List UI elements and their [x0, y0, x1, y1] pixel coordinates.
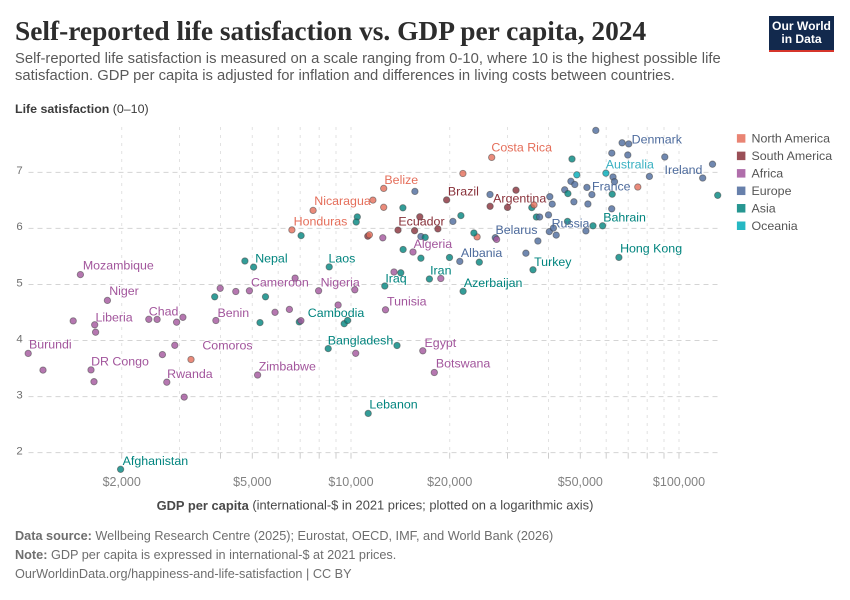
svg-text:Nepal: Nepal: [255, 252, 287, 266]
svg-text:Honduras: Honduras: [294, 215, 348, 229]
svg-text:Russia: Russia: [552, 217, 590, 231]
svg-text:Ireland: Ireland: [665, 163, 703, 177]
svg-text:Zimbabwe: Zimbabwe: [259, 360, 316, 374]
svg-text:$5,000: $5,000: [233, 475, 271, 489]
svg-text:North America: North America: [752, 131, 831, 145]
svg-text:Cameroon: Cameroon: [251, 276, 309, 290]
svg-text:Argentina: Argentina: [493, 191, 546, 205]
svg-text:Asia: Asia: [752, 201, 776, 215]
svg-text:Belarus: Belarus: [495, 223, 537, 237]
svg-text:Bahrain: Bahrain: [603, 211, 646, 225]
svg-text:5: 5: [16, 277, 22, 289]
svg-text:Hong Kong: Hong Kong: [620, 242, 682, 256]
svg-text:$100,000: $100,000: [653, 475, 705, 489]
svg-text:Europe: Europe: [752, 184, 792, 198]
svg-text:Lebanon: Lebanon: [369, 398, 417, 412]
svg-text:$2,000: $2,000: [103, 475, 141, 489]
svg-text:Belize: Belize: [384, 173, 418, 187]
svg-text:4: 4: [16, 333, 22, 345]
svg-text:Afghanistan: Afghanistan: [123, 454, 189, 468]
svg-text:Oceania: Oceania: [752, 219, 798, 233]
svg-text:Iran: Iran: [430, 264, 451, 278]
svg-text:$50,000: $50,000: [558, 475, 603, 489]
svg-text:DR Congo: DR Congo: [91, 355, 149, 369]
svg-text:Tunisia: Tunisia: [387, 294, 427, 308]
svg-text:Iraq: Iraq: [385, 272, 406, 286]
svg-text:Denmark: Denmark: [632, 132, 683, 146]
svg-text:France: France: [592, 179, 631, 193]
svg-text:Ecuador: Ecuador: [398, 215, 444, 229]
svg-text:Bangladesh: Bangladesh: [328, 334, 394, 348]
svg-text:Laos: Laos: [328, 252, 355, 266]
svg-text:7: 7: [16, 165, 22, 177]
svg-text:Burundi: Burundi: [29, 338, 72, 352]
svg-text:Cambodia: Cambodia: [308, 306, 365, 320]
svg-text:Costa Rica: Costa Rica: [491, 141, 552, 155]
svg-text:Egypt: Egypt: [425, 336, 457, 350]
svg-text:Chad: Chad: [149, 304, 179, 318]
svg-text:Mozambique: Mozambique: [83, 258, 154, 272]
svg-text:Botswana: Botswana: [436, 356, 491, 370]
svg-text:Algeria: Algeria: [414, 237, 453, 251]
svg-text:South America: South America: [752, 149, 833, 163]
svg-text:Rwanda: Rwanda: [167, 367, 213, 381]
svg-text:Turkey: Turkey: [534, 255, 572, 269]
svg-text:Liberia: Liberia: [95, 310, 132, 324]
svg-text:GDP per capita (international-: GDP per capita (international-$ in 2021 …: [157, 498, 594, 513]
svg-text:2: 2: [16, 445, 22, 457]
svg-text:Comoros: Comoros: [202, 339, 252, 353]
svg-text:Albania: Albania: [461, 246, 502, 260]
svg-text:Nigeria: Nigeria: [321, 276, 360, 290]
svg-text:3: 3: [16, 389, 22, 401]
svg-text:Australia: Australia: [606, 158, 654, 172]
svg-text:Azerbaijan: Azerbaijan: [464, 276, 523, 290]
svg-text:Nicaragua: Nicaragua: [314, 194, 371, 208]
svg-text:Benin: Benin: [217, 306, 249, 320]
svg-text:$10,000: $10,000: [328, 475, 373, 489]
svg-text:Niger: Niger: [109, 284, 139, 298]
svg-text:Africa: Africa: [752, 166, 784, 180]
svg-text:6: 6: [16, 221, 22, 233]
svg-text:Brazil: Brazil: [448, 185, 479, 199]
svg-text:$20,000: $20,000: [427, 475, 472, 489]
